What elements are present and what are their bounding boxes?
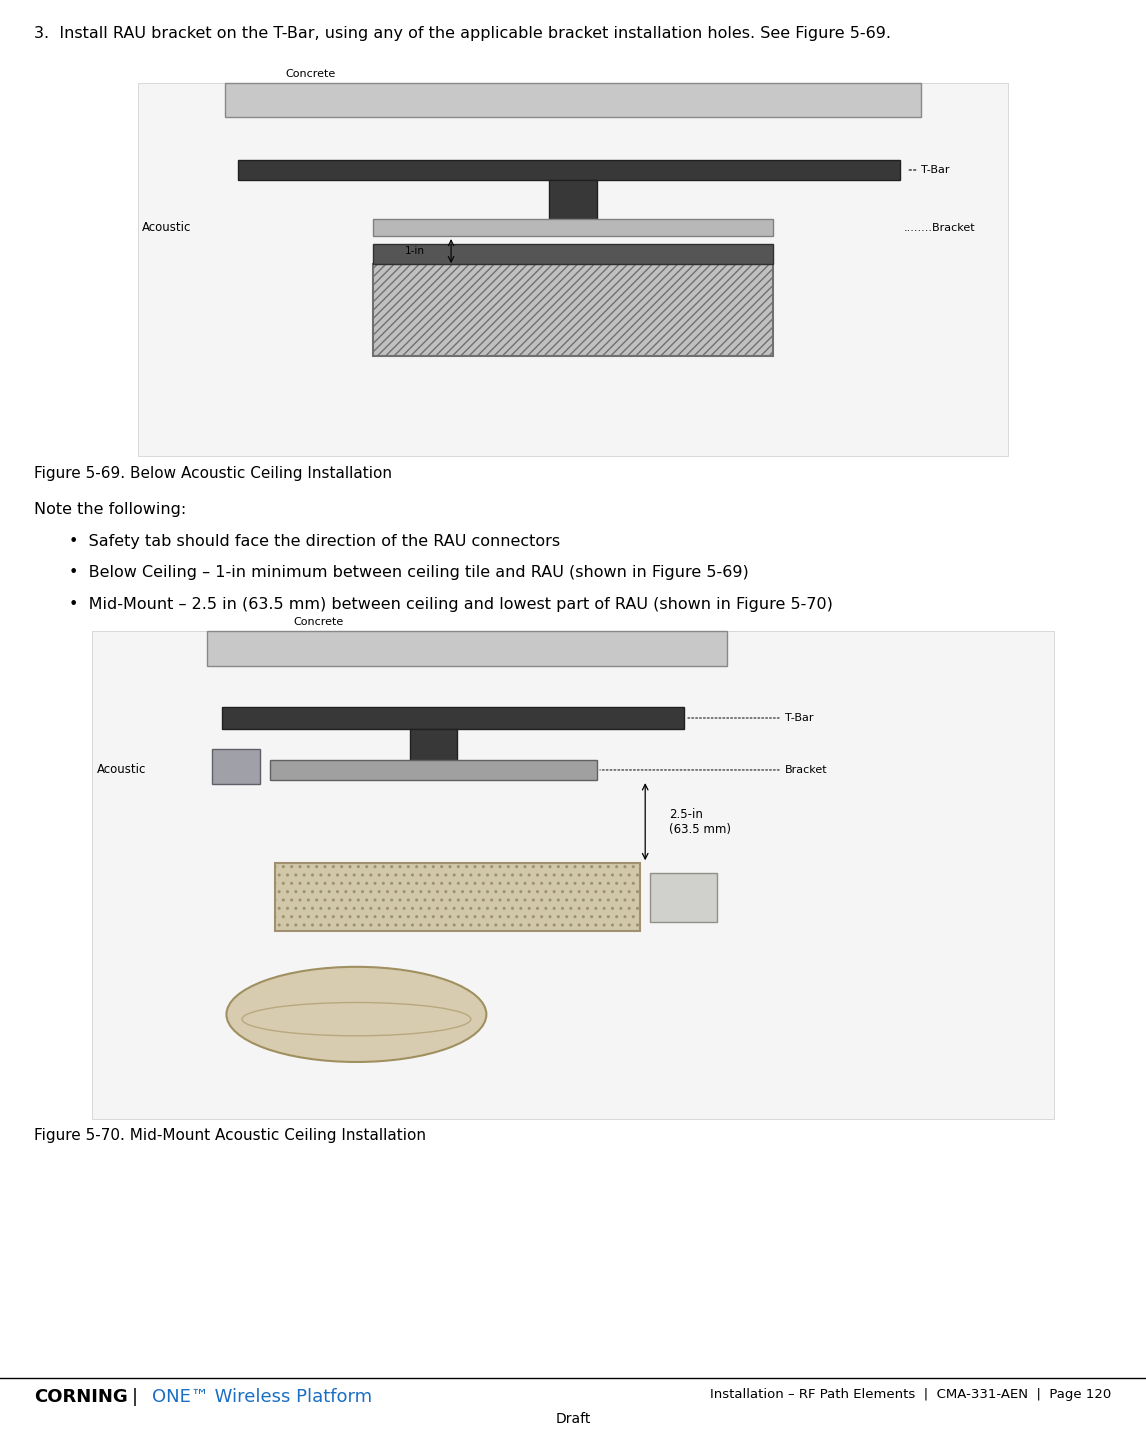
- Bar: [410, 729, 456, 778]
- Text: |: |: [132, 1388, 138, 1406]
- Text: •  Below Ceiling – 1-in minimum between ceiling tile and RAU (shown in Figure 5-: • Below Ceiling – 1-in minimum between c…: [69, 565, 748, 580]
- Text: Figure 5-70. Mid-Mount Acoustic Ceiling Installation: Figure 5-70. Mid-Mount Acoustic Ceiling …: [34, 1128, 426, 1142]
- Text: DRAFT: DRAFT: [494, 629, 996, 1036]
- Text: Acoustic: Acoustic: [142, 221, 191, 234]
- Text: ONE™ Wireless Platform: ONE™ Wireless Platform: [152, 1388, 372, 1406]
- Bar: [138, 83, 1008, 456]
- Ellipse shape: [227, 967, 486, 1062]
- Text: Installation – RF Path Elements  |  CMA-331-AEN  |  Page 120: Installation – RF Path Elements | CMA-33…: [711, 1388, 1112, 1401]
- Bar: [549, 181, 597, 232]
- Text: 3.  Install RAU bracket on the T-Bar, using any of the applicable bracket instal: 3. Install RAU bracket on the T-Bar, usi…: [34, 26, 892, 40]
- Bar: [650, 872, 717, 921]
- Bar: [269, 759, 597, 781]
- Bar: [225, 83, 921, 116]
- Text: Note the following:: Note the following:: [34, 502, 187, 517]
- Text: CORNING: CORNING: [34, 1388, 128, 1406]
- Text: Figure 5-69. Below Acoustic Ceiling Installation: Figure 5-69. Below Acoustic Ceiling Inst…: [34, 466, 392, 481]
- Text: •  Safety tab should face the direction of the RAU connectors: • Safety tab should face the direction o…: [69, 534, 560, 548]
- Text: Bracket: Bracket: [599, 765, 827, 775]
- Bar: [92, 631, 1054, 1119]
- Bar: [207, 631, 727, 666]
- Bar: [212, 749, 260, 784]
- Text: •  Mid-Mount – 2.5 in (63.5 mm) between ceiling and lowest part of RAU (shown in: • Mid-Mount – 2.5 in (63.5 mm) between c…: [69, 597, 833, 611]
- Bar: [237, 159, 900, 181]
- Text: Concrete: Concrete: [293, 617, 344, 627]
- Text: T-Bar: T-Bar: [908, 165, 950, 175]
- Text: ........Bracket: ........Bracket: [904, 222, 975, 232]
- Bar: [372, 220, 774, 237]
- Bar: [221, 707, 684, 729]
- Text: T-Bar: T-Bar: [686, 713, 814, 723]
- Text: 1-in: 1-in: [405, 247, 425, 255]
- Bar: [372, 244, 774, 264]
- Text: Acoustic: Acoustic: [96, 763, 146, 776]
- Text: Draft: Draft: [556, 1412, 590, 1426]
- Bar: [372, 264, 774, 356]
- Bar: [275, 862, 641, 931]
- Text: 2.5-in
(63.5 mm): 2.5-in (63.5 mm): [669, 808, 731, 835]
- Text: Concrete: Concrete: [285, 69, 336, 79]
